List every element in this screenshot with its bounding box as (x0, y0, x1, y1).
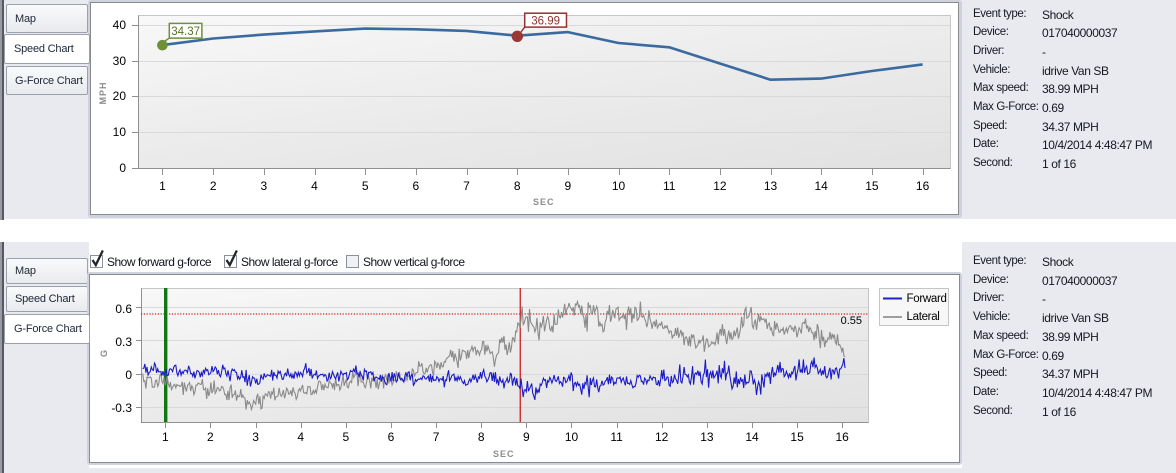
svg-text:0.55: 0.55 (841, 315, 862, 327)
svg-text:34.37: 34.37 (171, 26, 200, 38)
svg-text:36.99: 36.99 (531, 15, 560, 27)
